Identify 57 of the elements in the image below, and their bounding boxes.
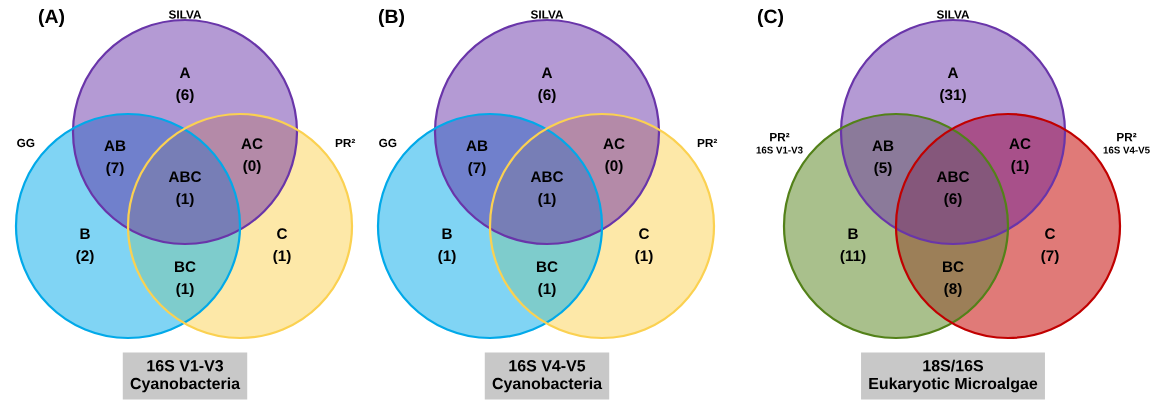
category-label: B [80,228,90,239]
category-label: AC [241,138,263,150]
data-label: (6) [944,192,962,208]
category-label: C [639,228,650,240]
category-label: BC [942,261,964,273]
text: 16S V1-V3 Cyanobacteria [130,360,241,393]
text: 16S V4-V5 Cyanobacteria [492,360,603,393]
text: (B) [378,8,405,28]
data-label: (6) [176,88,194,104]
text: PR² [335,138,356,148]
text: (C) [757,8,784,28]
category-label: BC [536,261,558,273]
category-label: AB [104,140,126,151]
category-label: ABC [936,171,970,183]
data-label: (0) [243,159,261,175]
data-label: (1) [176,282,194,298]
category-label: A [179,67,191,78]
data-label: (1) [538,192,556,208]
data-label: (1) [1011,159,1029,175]
data-label: (6) [538,88,556,104]
data-label: (31) [940,88,966,104]
text: PR² 16S V1-V3 [756,132,803,154]
data-label: (7) [1041,249,1059,265]
category-label: C [1045,228,1056,240]
category-label: C [277,228,288,240]
category-label: A [541,67,553,78]
data-label: (2) [76,249,94,265]
text: GG [17,138,35,148]
category-label: BC [174,261,196,273]
text: GG [379,138,397,148]
category-label: B [848,228,858,239]
data-label: (0) [605,159,623,175]
category-label: AC [1009,138,1031,150]
text: SILVA [530,10,564,19]
category-label: AC [603,138,625,150]
category-label: ABC [168,171,202,183]
text: SILVA [168,10,202,19]
text: PR² [697,138,718,148]
text: 18S/16S Eukaryotic Microalgae [869,359,1038,393]
data-label: (1) [176,192,194,208]
category-label: B [442,228,452,239]
data-label: (1) [438,249,456,265]
data-label: (1) [273,249,291,265]
category-label: AB [872,140,894,151]
data-label: (7) [468,161,486,177]
data-label: (11) [840,249,866,265]
text: (A) [38,8,65,28]
text: SILVA [936,10,970,19]
data-label: (1) [538,282,556,298]
data-label: (7) [106,161,124,177]
category-label: AB [466,140,488,151]
data-label: (5) [874,161,892,177]
category-label: A [947,67,959,78]
category-label: ABC [530,171,564,183]
data-label: (1) [635,249,653,265]
data-label: (8) [944,282,962,298]
text: PR² 16S V4-V5 [1103,132,1150,154]
